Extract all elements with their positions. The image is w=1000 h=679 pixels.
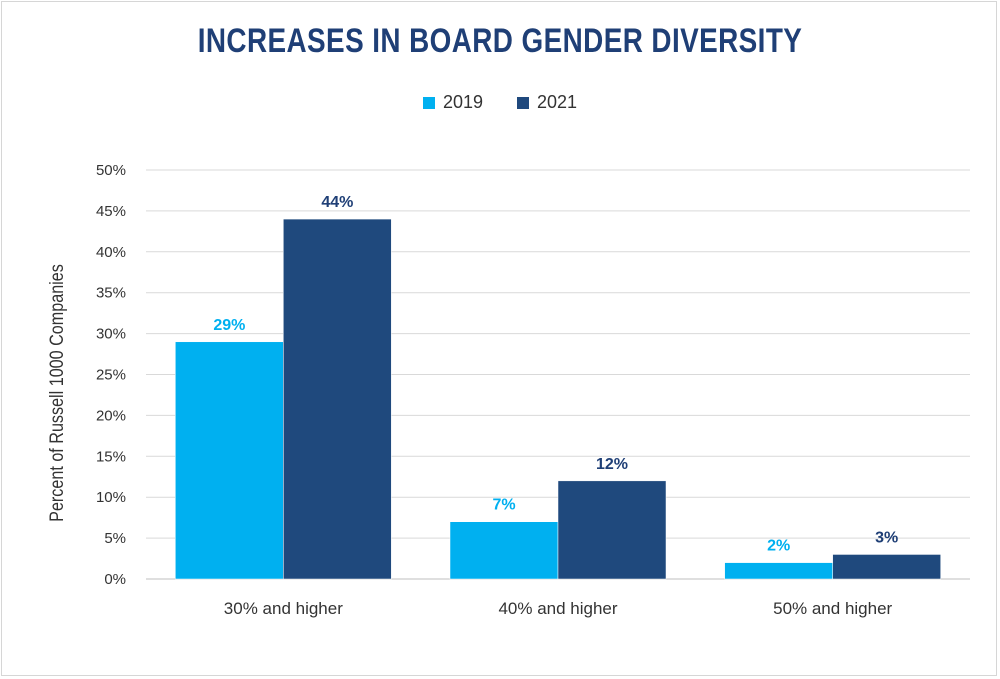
data-label-2019-3: 2% <box>767 538 790 555</box>
data-label-2021-2: 12% <box>596 456 628 473</box>
chart-title: INCREASES IN BOARD GENDER DIVERSITY <box>197 22 803 60</box>
bar-2021-1 <box>283 218 392 580</box>
x-category-label: 50% and higher <box>773 599 892 618</box>
legend: 2019 2021 <box>0 92 1000 113</box>
legend-swatch-2019 <box>422 96 435 109</box>
bar-2021-3 <box>832 554 941 580</box>
bar-2019-1 <box>175 341 284 580</box>
y-tick-label: 10% <box>96 489 126 506</box>
y-tick-label: 40% <box>96 244 126 261</box>
data-label-2019-1: 29% <box>213 317 245 334</box>
legend-item-2021: 2021 <box>517 92 577 113</box>
y-tick-label: 20% <box>96 407 126 424</box>
data-label-2021-1: 44% <box>321 194 353 211</box>
y-tick-label: 5% <box>104 530 126 547</box>
y-tick-label: 50% <box>96 162 126 179</box>
x-category-label: 30% and higher <box>224 599 343 618</box>
bar-2021-2 <box>557 480 667 580</box>
legend-swatch-2021 <box>517 96 529 109</box>
legend-label-2019: 2019 <box>442 92 483 112</box>
y-tick-label: 45% <box>96 203 126 220</box>
y-tick-label: 35% <box>96 285 126 302</box>
y-tick-label: 15% <box>96 448 126 465</box>
legend-label-2021: 2021 <box>537 92 578 112</box>
data-label-2021-3: 3% <box>875 529 898 546</box>
data-label-2019-2: 7% <box>492 497 515 514</box>
y-tick-label: 25% <box>96 367 126 384</box>
legend-item-2019: 2019 <box>422 92 483 113</box>
bar-2019-3 <box>724 562 833 580</box>
y-tick-label: 30% <box>96 326 126 343</box>
y-tick-label: 0% <box>104 571 126 588</box>
x-category-label: 40% and higher <box>498 599 617 618</box>
bar-2019-2 <box>449 521 559 580</box>
